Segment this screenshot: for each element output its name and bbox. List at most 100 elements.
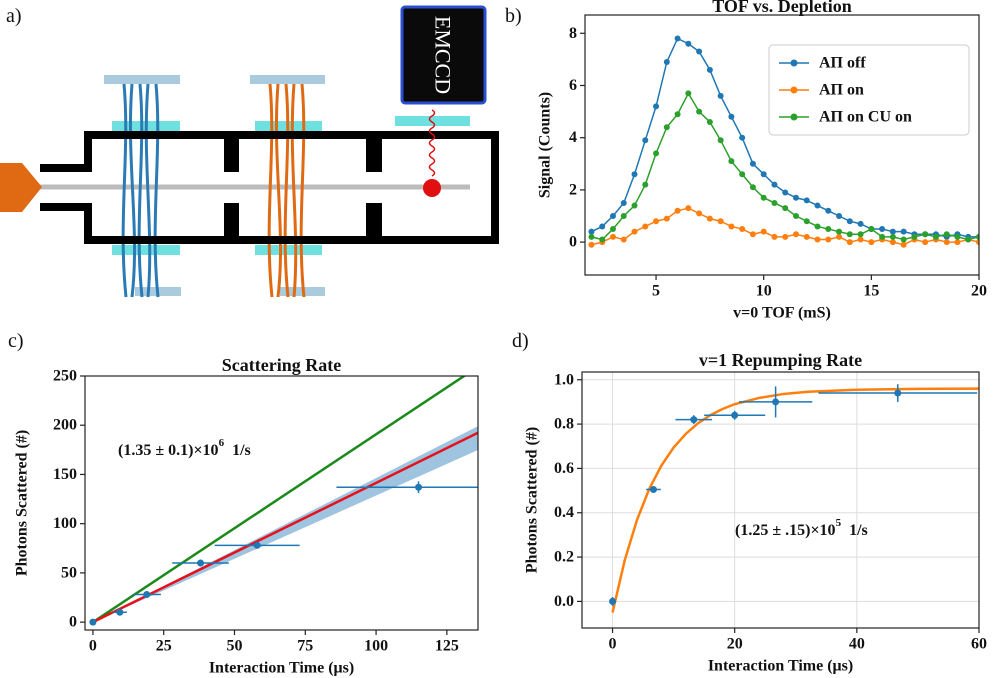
panel-label: d) [512, 330, 529, 352]
data-point [836, 233, 843, 240]
y-tick-label: 6 [569, 77, 577, 94]
data-point [696, 210, 703, 217]
data-point [825, 207, 832, 214]
annotation-exponent: 6 [219, 437, 225, 449]
data-point [631, 171, 638, 178]
data-point [588, 241, 595, 248]
data-point [932, 233, 939, 240]
data-point [739, 134, 746, 141]
data-point [846, 218, 853, 225]
chart-title: Scattering Rate [222, 355, 341, 375]
data-point [253, 541, 261, 549]
x-tick-label: 40 [849, 636, 865, 653]
x-tick-label: 10 [756, 283, 772, 300]
panel-label: b) [505, 5, 522, 27]
data-point [760, 228, 767, 235]
data-point [609, 597, 617, 605]
laser-passes [121, 83, 306, 298]
data-point [825, 226, 832, 233]
data-point [415, 483, 423, 491]
data-point [911, 233, 918, 240]
data-point [674, 35, 681, 42]
y-tick-label: 0.2 [554, 549, 574, 566]
data-point [749, 160, 756, 167]
data-point [814, 236, 821, 243]
data-point [868, 239, 875, 246]
data-point [116, 608, 124, 616]
data-point [649, 485, 657, 493]
data-point [749, 184, 756, 191]
plot-area [89, 376, 478, 626]
x-tick-label: 20 [971, 283, 987, 300]
data-point [674, 111, 681, 118]
x-tick-label: 100 [364, 638, 388, 655]
fit-line [92, 376, 467, 624]
source-arrow [0, 163, 42, 212]
x-tick-label: 75 [297, 638, 313, 655]
camera [400, 5, 487, 105]
data-point [663, 215, 670, 222]
data-point [620, 236, 627, 243]
data-point [771, 199, 778, 206]
data-point [717, 137, 724, 144]
data-point [976, 233, 979, 240]
x-tick-label: 125 [435, 638, 459, 655]
data-point [782, 189, 789, 196]
data-point [717, 218, 724, 225]
data-point [620, 199, 627, 206]
fluorescence [428, 109, 436, 177]
data-point [642, 223, 649, 230]
annotation: (1.35 ± 0.1)×106 1/s [118, 437, 251, 459]
chart-panel: d) v=1 Repumping Rate Interaction Time (μs… [512, 330, 987, 675]
data-point [706, 215, 713, 222]
y-tick-label: 0 [69, 614, 77, 631]
axes-frame [584, 14, 980, 276]
data-point [894, 389, 902, 397]
annotation-unit: 1/s [849, 522, 868, 539]
legend-label: AΠ on CU on [819, 109, 912, 126]
y-tick-label: 200 [53, 417, 77, 434]
data-point [685, 40, 692, 47]
data-point [868, 226, 875, 233]
data-point [760, 171, 767, 178]
data-point [889, 228, 896, 235]
axes-frame [84, 375, 479, 631]
panel-label: a) [6, 5, 22, 27]
y-tick-label: 50 [61, 564, 77, 581]
legend-marker [790, 113, 798, 121]
y-tick-label: 2 [569, 181, 577, 198]
y-axis-label: Signal (Counts) [537, 92, 554, 198]
annotation-exponent: 5 [836, 517, 842, 529]
y-tick-label: 0 [569, 234, 577, 251]
data-point [803, 233, 810, 240]
x-axis-label: Interaction Time (μs) [209, 660, 354, 677]
x-tick-label: 50 [226, 638, 242, 655]
data-point [143, 591, 151, 599]
y-tick-label: 8 [569, 25, 577, 42]
axes-frame [581, 371, 980, 629]
y-tick-label: 0.8 [554, 416, 574, 433]
data-point [706, 66, 713, 73]
x-tick-label: 0 [609, 636, 617, 653]
data-point [653, 150, 660, 157]
data-point [836, 213, 843, 220]
data-point [900, 236, 907, 243]
chart-panel: c) Scattering Rate Interaction Time (μs) Ph… [8, 330, 479, 677]
data-point [706, 119, 713, 126]
x-tick-label: 25 [156, 638, 172, 655]
data-point [663, 58, 670, 65]
data-point [771, 233, 778, 240]
data-point [197, 559, 205, 567]
data-point [900, 241, 907, 248]
data-point [588, 228, 595, 235]
data-point [857, 236, 864, 243]
x-tick-label: 15 [863, 283, 879, 300]
data-point [771, 181, 778, 188]
data-point [653, 103, 660, 110]
data-point [792, 194, 799, 201]
y-tick-label: 150 [53, 466, 77, 483]
data-point [685, 90, 692, 97]
data-point [663, 124, 670, 131]
x-tick-label: 60 [971, 636, 987, 653]
annotation-text: (1.25 ± .15)×10 [735, 522, 836, 539]
